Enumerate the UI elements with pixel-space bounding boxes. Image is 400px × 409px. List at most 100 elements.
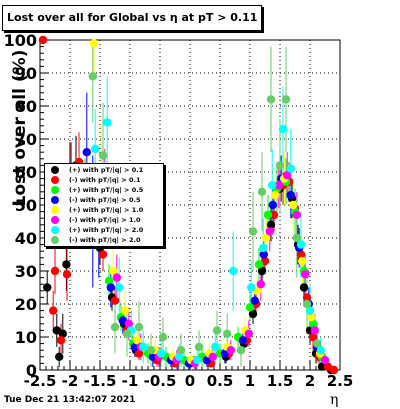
y-tick-label: 80 [15, 97, 37, 116]
legend-label: (-) with pT/|q| > 0.5 [69, 196, 141, 204]
y-tick-label: 50 [15, 196, 37, 215]
data-point [49, 306, 58, 315]
data-point [157, 349, 166, 358]
data-point [62, 270, 72, 279]
data-point [250, 296, 259, 305]
data-point [259, 250, 268, 259]
data-point [307, 313, 316, 322]
y-tick-label: 40 [15, 229, 37, 248]
data-point [248, 309, 258, 319]
legend-label: (-) with pT/|q| > 2.0 [69, 236, 141, 244]
data-point [56, 336, 66, 345]
data-point [329, 365, 339, 375]
x-tick-label: -1.5 [84, 372, 117, 390]
data-point [148, 352, 157, 361]
data-point [134, 349, 144, 358]
data-point [109, 266, 118, 276]
data-point [115, 283, 124, 292]
data-point [238, 336, 247, 345]
data-point [299, 283, 309, 292]
data-point [124, 319, 133, 328]
x-axis-label: η [330, 392, 339, 408]
data-point [146, 346, 156, 355]
y-tick-label: 20 [15, 295, 37, 314]
legend-marker [51, 176, 59, 184]
data-points [38, 35, 339, 375]
data-point [266, 95, 276, 104]
data-point [259, 243, 268, 253]
data-point [193, 355, 202, 365]
data-point [301, 270, 310, 279]
data-point [308, 332, 318, 342]
y-tick-label: 70 [15, 130, 37, 149]
data-point [58, 329, 67, 338]
legend-entry: (+) with pT/|q| > 0.5 [45, 185, 163, 195]
data-point [257, 266, 267, 276]
legend-entry: (+) with pT/|q| > 2.0 [45, 225, 163, 235]
legend-marker [51, 186, 59, 194]
legend: (+) with pT/|q| > 0.1 (-) with pT/|q| > 0… [44, 163, 164, 247]
data-point [308, 319, 318, 328]
legend-entry: (+) with pT/|q| > 1.0 [45, 205, 163, 215]
data-point [208, 352, 217, 361]
x-tick-label: 2 [305, 372, 315, 390]
legend-marker [51, 206, 59, 214]
data-point [248, 227, 258, 236]
data-point [211, 342, 220, 352]
legend-label: (+) with pT/|q| > 2.0 [69, 226, 144, 234]
data-point [286, 190, 295, 200]
data-point [139, 342, 148, 352]
data-point [278, 124, 288, 134]
y-tick-label: 10 [15, 328, 37, 347]
legend-marker [51, 236, 59, 244]
legend-marker [51, 216, 59, 224]
data-point [256, 280, 265, 289]
x-tick-label: 0.5 [207, 372, 234, 390]
data-point [91, 144, 100, 154]
data-point [296, 240, 306, 249]
data-point [266, 220, 276, 229]
data-point [244, 329, 253, 338]
data-point [298, 256, 307, 266]
data-point [112, 273, 122, 282]
x-tick-label: -1 [122, 372, 139, 390]
data-point [313, 339, 322, 348]
data-point [158, 332, 168, 342]
data-point [106, 283, 116, 292]
data-point [229, 266, 238, 276]
y-tick-label: 60 [15, 163, 37, 182]
data-point [247, 283, 256, 292]
data-point [212, 326, 222, 335]
data-point [38, 35, 48, 45]
x-tick-label: 0 [185, 372, 195, 390]
data-point [289, 200, 298, 210]
data-point [286, 164, 295, 173]
data-point [122, 329, 132, 338]
chart-title: Lost over all for Global vs η at pT > 0.… [2, 5, 263, 31]
y-tick-label: 0 [26, 361, 37, 380]
data-point [88, 72, 98, 81]
data-point [43, 283, 52, 292]
legend-entry: (-) with pT/|q| > 0.1 [45, 175, 163, 185]
data-point [317, 362, 327, 371]
data-point [292, 233, 301, 243]
data-point [110, 322, 120, 332]
data-point [269, 210, 279, 220]
legend-label: (+) with pT/|q| > 0.5 [69, 186, 144, 194]
x-tick-label: -0.5 [144, 372, 177, 390]
tick-labels: -2.5 -2 -1.5 -1 -0.5 0 0.5 1 1.5 2 2.5 0 10 20 30 40 50 6… [4, 31, 354, 390]
data-point [226, 346, 235, 355]
data-point [292, 210, 301, 220]
data-point [82, 148, 92, 157]
data-point [268, 181, 277, 190]
data-point [316, 346, 325, 355]
data-point [265, 227, 274, 236]
data-point [281, 95, 291, 104]
y-tick-label: 30 [15, 262, 37, 281]
legend-marker [51, 226, 59, 234]
data-point [175, 352, 184, 361]
legend-marker [51, 196, 59, 204]
data-point [302, 299, 312, 309]
legend-entry: (-) with pT/|q| > 1.0 [45, 215, 163, 225]
x-tick-label: 1 [245, 372, 255, 390]
